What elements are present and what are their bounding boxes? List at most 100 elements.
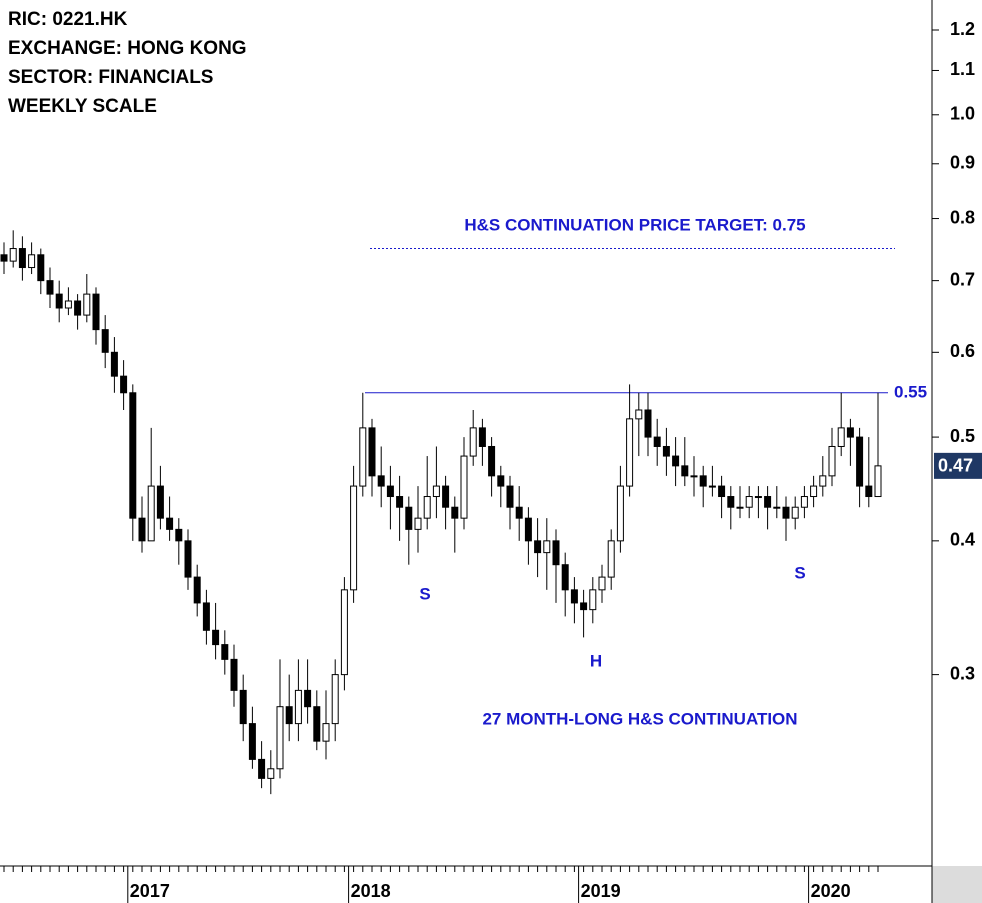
candle-body bbox=[690, 475, 698, 478]
header-line: SECTOR: FINANCIALS bbox=[8, 67, 213, 88]
last-price-label: 0.47 bbox=[938, 456, 973, 476]
candle-body bbox=[386, 485, 394, 498]
candle-body bbox=[414, 517, 422, 530]
candle-body bbox=[570, 589, 578, 604]
candle-body bbox=[580, 602, 588, 611]
candle-body bbox=[9, 248, 17, 262]
candle-body bbox=[138, 517, 146, 542]
candle-body bbox=[423, 496, 431, 519]
candle-body bbox=[331, 674, 339, 725]
candle-body bbox=[543, 540, 551, 554]
candle-body bbox=[258, 758, 266, 779]
y-tick-label: 0.9 bbox=[950, 153, 975, 173]
annotation: H bbox=[590, 651, 602, 670]
y-tick-label: 0.8 bbox=[950, 207, 975, 227]
y-tick-label: 1.2 bbox=[950, 19, 975, 39]
candle-body bbox=[184, 540, 192, 578]
annotation: 27 MONTH-LONG H&S CONTINUATION bbox=[482, 709, 797, 728]
candle-body bbox=[515, 506, 523, 519]
candle-body bbox=[92, 293, 100, 331]
candle-body bbox=[856, 436, 864, 487]
candle-body bbox=[506, 485, 514, 508]
candle-body bbox=[442, 485, 450, 508]
annotation: H&S CONTINUATION PRICE TARGET: 0.75 bbox=[464, 215, 805, 234]
candle-body bbox=[791, 506, 799, 519]
axis-corner bbox=[932, 866, 982, 903]
annotation: S bbox=[419, 584, 430, 603]
candle-body bbox=[699, 475, 707, 487]
x-tick-label: 2019 bbox=[581, 881, 621, 901]
candle-body bbox=[552, 540, 560, 566]
candle-body bbox=[166, 517, 174, 530]
candle-body bbox=[497, 475, 505, 487]
candle-body bbox=[202, 602, 210, 631]
candle-body bbox=[175, 528, 183, 542]
candle-body bbox=[368, 427, 376, 477]
candle-body bbox=[708, 485, 716, 488]
candle-body bbox=[193, 576, 201, 604]
candle-body bbox=[221, 644, 229, 660]
y-tick-label: 0.5 bbox=[950, 426, 975, 446]
candle-body bbox=[782, 506, 790, 519]
candle-body bbox=[736, 506, 744, 509]
x-tick-label: 2017 bbox=[130, 881, 170, 901]
header-line: RIC: 0221.HK bbox=[8, 9, 128, 30]
candle-body bbox=[129, 392, 137, 519]
candle-body bbox=[653, 436, 661, 447]
candle-body bbox=[524, 517, 532, 542]
candle-body bbox=[156, 485, 164, 519]
candle-body bbox=[745, 496, 753, 508]
candle-body bbox=[101, 329, 109, 353]
y-tick-label: 1.1 bbox=[950, 59, 975, 79]
candle-body bbox=[55, 293, 63, 309]
candle-body bbox=[635, 409, 643, 420]
candle-body bbox=[865, 485, 873, 498]
candle-body bbox=[800, 496, 808, 508]
x-tick-label: 2020 bbox=[811, 881, 851, 901]
candle-body bbox=[589, 589, 597, 611]
candle-body bbox=[83, 293, 91, 316]
candle-body bbox=[304, 689, 312, 708]
candle-body bbox=[285, 706, 293, 725]
candle-body bbox=[718, 485, 726, 498]
candle-body bbox=[276, 706, 284, 770]
candle-body bbox=[432, 485, 440, 498]
candle-body bbox=[294, 689, 302, 725]
candle-body bbox=[561, 564, 569, 591]
candle-body bbox=[322, 723, 330, 742]
candle-body bbox=[377, 475, 385, 487]
annotation: S bbox=[794, 563, 805, 582]
candle-body bbox=[64, 300, 72, 309]
candle-body bbox=[350, 485, 358, 591]
header-line: EXCHANGE: HONG KONG bbox=[8, 38, 247, 59]
candle-body bbox=[488, 445, 496, 477]
candle-body bbox=[451, 506, 459, 519]
candle-body bbox=[46, 280, 54, 295]
candle-body bbox=[248, 723, 256, 760]
candle-body bbox=[644, 409, 652, 438]
candle-body bbox=[74, 300, 82, 316]
candle-body bbox=[396, 496, 404, 508]
resistance-label: 0.55 bbox=[894, 382, 927, 401]
candle-body bbox=[478, 427, 486, 447]
y-tick-label: 0.3 bbox=[950, 663, 975, 683]
candle-body bbox=[819, 475, 827, 487]
y-tick-label: 0.6 bbox=[950, 341, 975, 361]
candle-body bbox=[837, 427, 845, 447]
candle-body bbox=[846, 427, 854, 438]
candle-body bbox=[147, 485, 155, 542]
candle-body bbox=[239, 689, 247, 725]
candle-body bbox=[120, 375, 128, 394]
candle-body bbox=[598, 576, 606, 591]
candle-body bbox=[405, 506, 413, 530]
candle-body bbox=[469, 427, 477, 457]
y-tick-label: 1.0 bbox=[950, 104, 975, 124]
candle-body bbox=[28, 254, 36, 269]
candle-body bbox=[212, 629, 220, 646]
candle-body bbox=[359, 427, 367, 487]
candle-body bbox=[340, 589, 348, 676]
x-tick-label: 2018 bbox=[351, 881, 391, 901]
candle-body bbox=[810, 485, 818, 498]
candle-body bbox=[764, 496, 772, 508]
